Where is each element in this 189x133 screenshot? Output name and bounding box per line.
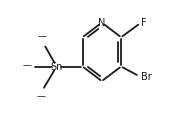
- Text: F: F: [141, 18, 147, 28]
- Text: —: —: [36, 92, 45, 101]
- Text: Br: Br: [141, 72, 152, 82]
- Text: —: —: [23, 61, 32, 70]
- Text: N: N: [98, 18, 105, 28]
- Text: —: —: [38, 32, 47, 41]
- Text: Sn: Sn: [50, 61, 63, 72]
